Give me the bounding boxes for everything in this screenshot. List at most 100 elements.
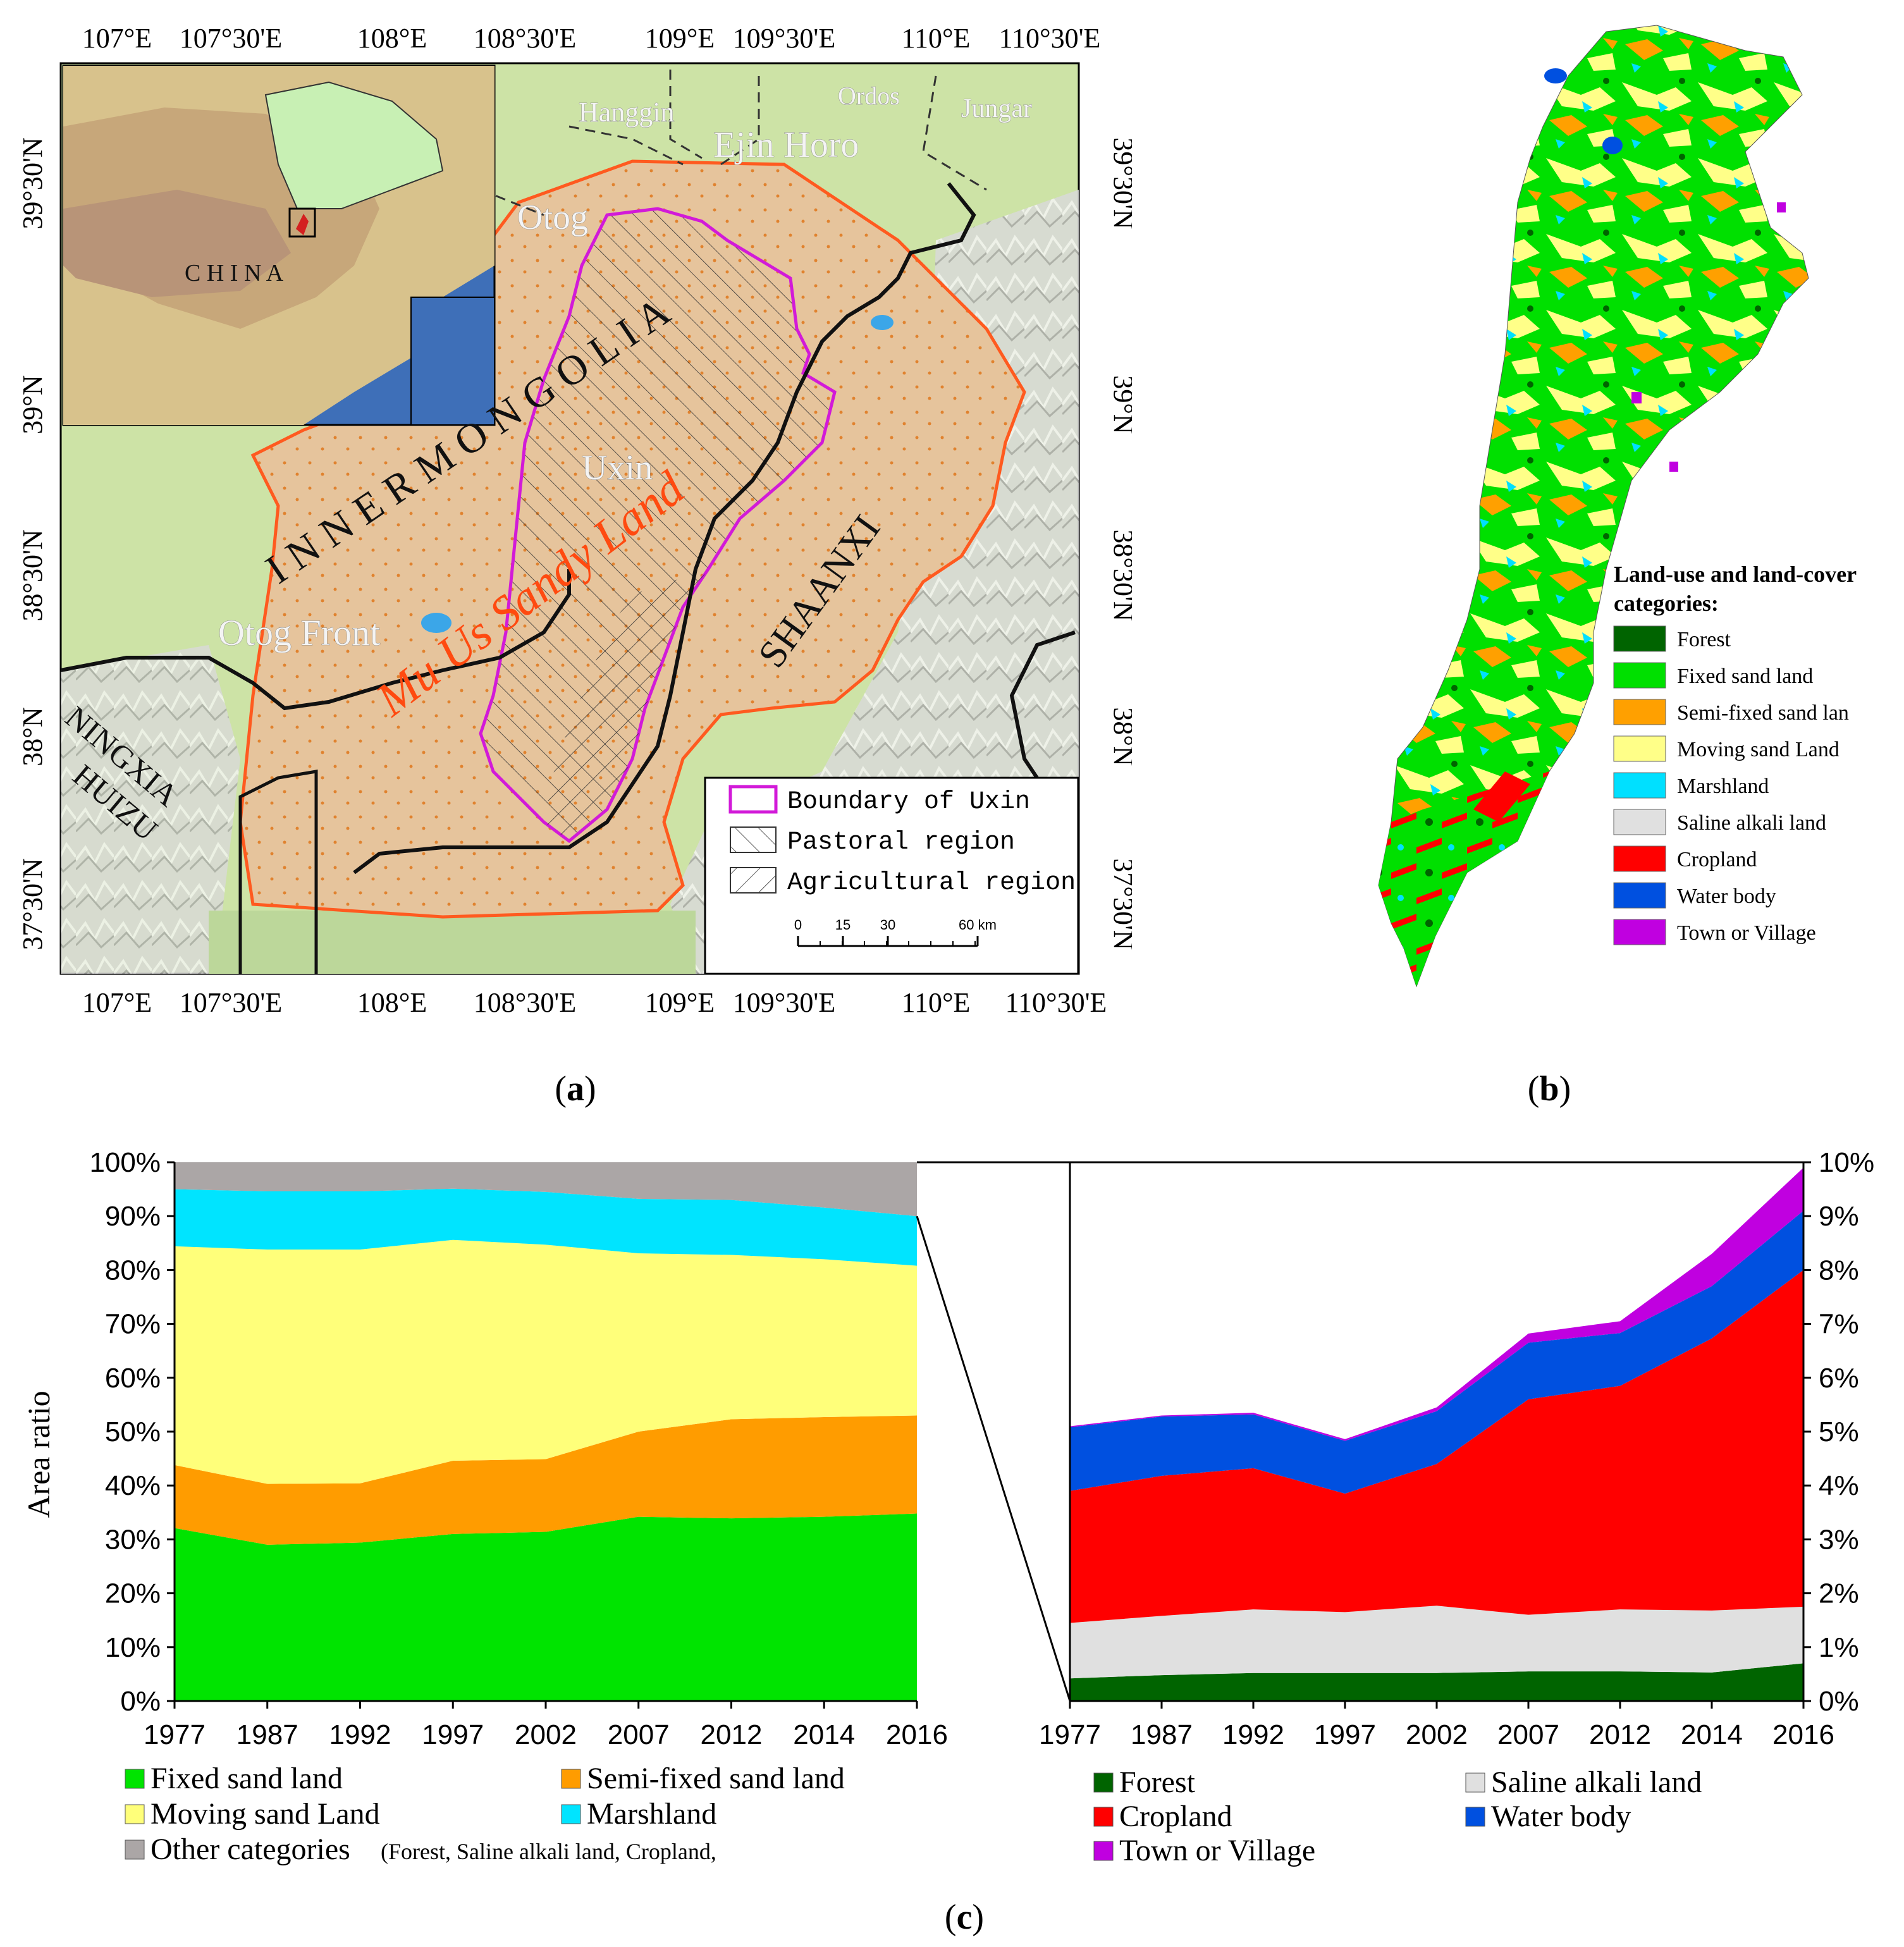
legend-swatch-saline-alkali-land <box>1465 1772 1485 1793</box>
area-semi-fixed-sand-land <box>175 1415 917 1545</box>
lat-tick-right: 38°N <box>1108 707 1132 766</box>
y-tick-label: 70% <box>105 1309 161 1340</box>
land-use-map-svg: Land-use and land-cover categories: Fore… <box>1378 25 1857 988</box>
legend-swatch-forest <box>1093 1772 1114 1793</box>
panel-a-location-map: C H I N A Boundary of Uxin Pastoral regi… <box>0 0 1139 1109</box>
legend-label-moving-sand-land: Moving sand Land <box>150 1797 380 1831</box>
area-marshland <box>175 1188 917 1266</box>
y-tick-label: 100% <box>89 1147 161 1178</box>
lat-tick-left: 39°N <box>17 375 48 434</box>
legend-swatch-marshland <box>1613 772 1666 799</box>
longitude-ticks-top: 107°E 107°30'E 108°E 108°30'E 109°E 109°30'E 1… <box>82 23 1101 54</box>
legend-note-other-categories: (Forest, Saline alkali land, Cropland, <box>381 1839 716 1864</box>
legend-label-marshland: Marshland <box>1677 775 1769 798</box>
longitude-ticks-bottom: 107°E 107°30'E 108°E 108°30'E 109°E 109°30'E 1… <box>82 987 1107 1018</box>
label-otog: Otog <box>517 198 588 237</box>
legend-swatch-pastoral <box>730 826 777 853</box>
y-tick-label: 8% <box>1819 1255 1859 1286</box>
x-tick-label: 2007 <box>608 1719 670 1750</box>
lon-tick-bottom: 110°30'E <box>1005 987 1107 1018</box>
legend-label-moving-sand-land: Moving sand Land <box>1677 738 1840 761</box>
legend-swatch-water-body <box>1465 1807 1485 1827</box>
legend-swatch-forest <box>1613 625 1666 652</box>
y-tick-label: 0% <box>120 1686 161 1717</box>
legend-swatch-town-or-village <box>1093 1841 1114 1861</box>
map-legend: Boundary of Uxin Pastoral region Agricul… <box>704 777 1079 975</box>
legend-label-fixed-sand-land: Fixed sand land <box>1677 665 1813 688</box>
legend-label-fixed-sand-land: Fixed sand land <box>150 1762 343 1795</box>
label-jungar: Jungar <box>961 94 1032 123</box>
y-tick-label: 60% <box>105 1363 161 1394</box>
lon-tick-bottom: 107°30'E <box>180 987 282 1018</box>
x-tick-label: 2012 <box>701 1719 763 1750</box>
legend-title-line-1: Land-use and land-cover <box>1614 562 1857 587</box>
y-tick-label: 10% <box>105 1632 161 1663</box>
chart-area-ratio-main: 0% 10% 20% 30% 40% 50% 60% 70% 80% 90% 100% 1977 198… <box>89 1147 947 1750</box>
area-cropland <box>1070 1270 1803 1623</box>
lake-west <box>421 613 451 633</box>
label-ejin-horo: Ejin Horo <box>713 124 859 165</box>
y-tick-label: 30% <box>105 1524 161 1555</box>
chart-area-ratio-other: 0% 1% 2% 3% 4% 5% 6% 7% 8% 9% 10% 1977 1987 1992 1997 2… <box>1039 1147 1874 1750</box>
legend-label-other-categories: Other categories <box>150 1833 350 1866</box>
legend-label-forest: Forest <box>1677 628 1731 651</box>
y-tick-label: 7% <box>1819 1309 1859 1340</box>
lon-tick-bottom: 108°E <box>357 987 427 1018</box>
legend-label-semi-fixed-sand-lan: Semi-fixed sand lan <box>1677 701 1849 725</box>
y-tick-label: 40% <box>105 1470 161 1501</box>
inset-label-china: C H I N A <box>185 260 284 286</box>
y-tick-label: 3% <box>1819 1524 1859 1555</box>
x-tick-label: 2016 <box>1772 1719 1834 1750</box>
lon-tick-top: 107°30'E <box>180 23 282 54</box>
lat-tick-left: 38°30'N <box>17 529 48 621</box>
y-tick-label: 0% <box>1819 1686 1859 1717</box>
x-tick-label: 1987 <box>236 1719 298 1750</box>
x-tick-label: 1997 <box>422 1719 484 1750</box>
y-tick-label: 80% <box>105 1255 161 1286</box>
caption-a: (a) <box>555 1069 596 1109</box>
y-tick-label: 6% <box>1819 1363 1859 1394</box>
lat-tick-left: 37°30'N <box>17 858 48 950</box>
legend-label-forest: Forest <box>1119 1766 1196 1799</box>
lake-east <box>871 315 894 330</box>
x-tick-label: 1992 <box>1222 1719 1284 1750</box>
legend-label-water-body: Water body <box>1677 885 1776 908</box>
legend-swatch-agricultural <box>730 867 777 894</box>
legend-swatch-cropland <box>1093 1807 1114 1827</box>
legend-swatch-cropland <box>1613 845 1666 872</box>
lon-tick-top: 107°E <box>82 23 152 54</box>
legend-label-saline-alkali-land: Saline alkali land <box>1677 811 1826 835</box>
area-saline-alkali-land <box>1070 1606 1803 1679</box>
town-2 <box>1669 462 1678 472</box>
x-tick-label: 1997 <box>1314 1719 1376 1750</box>
x-tick-label: 2014 <box>1681 1719 1743 1750</box>
town-1 <box>1631 392 1642 403</box>
legend-swatch-semi-fixed-sand-land <box>561 1769 581 1789</box>
x-tick-label: 2012 <box>1589 1719 1651 1750</box>
legend-swatch-fixed-sand-land <box>125 1769 145 1789</box>
caption-c-letter: c <box>956 1898 973 1937</box>
southern-cropland-zone <box>1379 771 1549 986</box>
x-tick-label: 2002 <box>1406 1719 1468 1750</box>
y-tick-label: 20% <box>105 1578 161 1609</box>
lon-tick-top: 110°E <box>902 23 971 54</box>
mountain-relief-west <box>61 645 240 974</box>
area-town-or-village <box>1070 1167 1803 1441</box>
x-tick-label: 2014 <box>793 1719 855 1750</box>
agricultural-region <box>544 569 708 841</box>
caption-b-letter: b <box>1539 1069 1559 1109</box>
legend-label-marshland: Marshland <box>587 1797 716 1831</box>
x-tick-label: 1987 <box>1131 1719 1193 1750</box>
legend-swatch-moving-sand-land <box>125 1804 145 1824</box>
area-moving-sand-land <box>175 1239 917 1484</box>
scale-tick-label: 0 <box>794 917 802 933</box>
label-ordos: Ordos <box>838 82 900 110</box>
water-body-2 <box>1602 137 1623 154</box>
lat-tick-left: 38°N <box>17 707 48 766</box>
y-tick-label: 90% <box>105 1201 161 1232</box>
county-boundaries <box>480 70 987 216</box>
y-tick-label: 9% <box>1819 1201 1859 1232</box>
lat-tick-right: 39°30'N <box>1108 137 1132 229</box>
inset-china-map: C H I N A <box>62 64 496 426</box>
legend-other: Forest Saline alkali land Cropland Water bo… <box>1093 1766 1702 1867</box>
